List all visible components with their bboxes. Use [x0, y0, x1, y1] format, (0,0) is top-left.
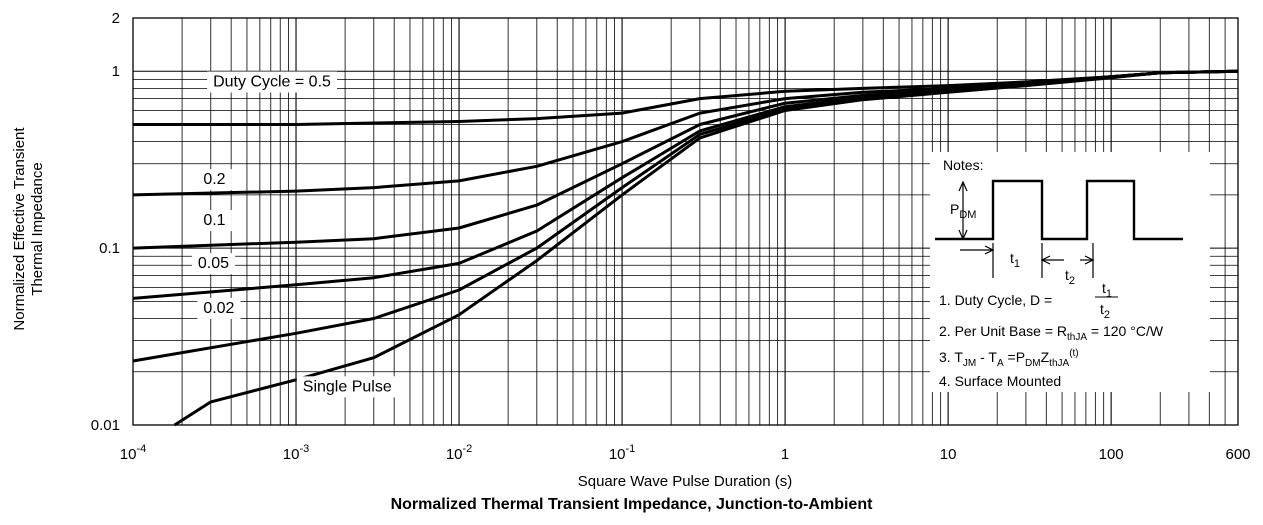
x-tick-label: 100: [1099, 446, 1124, 463]
fraction-numerator: t1: [1102, 280, 1112, 300]
t2-label: t2: [1065, 267, 1075, 287]
y-tick-label: 1: [112, 63, 120, 80]
series-label-bg: [207, 71, 338, 93]
y-axis-label-line2: Thermal Impedance: [29, 162, 46, 295]
x-tick-label: 10: [940, 446, 957, 463]
note-duty-cycle: 1. Duty Cycle, D =: [939, 292, 1052, 308]
t1-arrow-head-icon: [984, 245, 995, 255]
notes-box: Notes: PDM t1 t2 t1 t2 1. Duty Cycle, D …: [930, 152, 1210, 392]
x-tick-label: 10-1: [609, 443, 635, 463]
series-label-bg: [191, 253, 236, 275]
series-label-1: 0.2: [203, 171, 225, 188]
curve-labels: Duty Cycle = 0.5 0.2 0.1 0.05 0.02 Single Pul…: [191, 71, 398, 398]
t1-label: t1: [1010, 250, 1020, 270]
curves: [132, 69, 1239, 427]
note-per-unit-base: 2. Per Unit Base = RthJA = 120 °C/W: [939, 323, 1164, 343]
series-label-0: Duty Cycle = 0.5: [213, 73, 331, 90]
duty-cycle-fraction: t1 t2: [1095, 280, 1118, 321]
plot-frame: [132, 17, 1239, 426]
series-label-bg: [197, 169, 232, 191]
fraction-denominator: t2: [1100, 301, 1110, 321]
y-axis-label-group: Normalized Effective Transient Thermal I…: [11, 127, 46, 331]
pdm-label: PDM: [950, 201, 976, 221]
x-axis-label: Square Wave Pulse Duration (s): [578, 473, 793, 490]
notes-title: Notes:: [943, 157, 983, 173]
y-tick-label: 0.01: [91, 417, 120, 434]
pdm-arrow-head-up-icon: [958, 180, 968, 192]
t2-arrow-head-left-icon: [1040, 255, 1051, 265]
y-axis-label-line1: Normalized Effective Transient: [11, 127, 28, 331]
pdm-arrow-head-down-icon: [958, 229, 968, 241]
t2-arrow-head-right-icon: [1084, 255, 1095, 265]
x-tick-label: 10-3: [283, 443, 309, 463]
notes-background: [930, 152, 1210, 392]
y-tick-label: 0.1: [99, 240, 120, 257]
note-temperature: 3. TJM - TA =PDMZthJA(t): [939, 348, 1079, 369]
y-tick-label: 2: [112, 10, 120, 27]
x-tick-labels: 10-4 10-3 10-2 10-1 1 10 100 600: [120, 443, 1251, 463]
series-label-3: 0.05: [198, 255, 229, 272]
series-label-5: Single Pulse: [303, 378, 392, 395]
notes-list: 1. Duty Cycle, D = 2. Per Unit Base = Rt…: [939, 292, 1164, 389]
x-tick-label: 10-2: [446, 443, 472, 463]
chart-title: Normalized Thermal Transient Impedance, …: [390, 496, 873, 513]
x-tick-label: 1: [781, 446, 789, 463]
note-surface-mounted: 4. Surface Mounted: [939, 373, 1061, 389]
pulse-waveform: [935, 179, 1183, 241]
series-label-2: 0.1: [203, 212, 225, 229]
series-label-bg: [197, 210, 232, 232]
y-tick-labels: 0.01 0.1 1 2: [91, 10, 120, 434]
x-tick-label: 10-4: [120, 443, 146, 463]
series-line-5: [173, 69, 1239, 427]
series-label-4: 0.02: [203, 300, 234, 317]
series-label-bg: [197, 297, 241, 319]
thermal-impedance-chart: 10-4 10-3 10-2 10-1 1 10 100 600 0.01 0.1 1 2 Squa…: [11, 10, 1251, 490]
series-label-bg: [296, 376, 398, 398]
x-tick-label: 600: [1225, 446, 1250, 463]
